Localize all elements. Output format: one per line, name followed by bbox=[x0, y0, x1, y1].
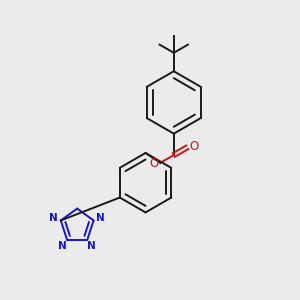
Text: N: N bbox=[96, 213, 105, 223]
Text: N: N bbox=[49, 213, 58, 223]
Text: N: N bbox=[58, 241, 67, 251]
Text: O: O bbox=[189, 140, 198, 153]
Text: N: N bbox=[87, 241, 96, 251]
Text: O: O bbox=[149, 158, 158, 170]
